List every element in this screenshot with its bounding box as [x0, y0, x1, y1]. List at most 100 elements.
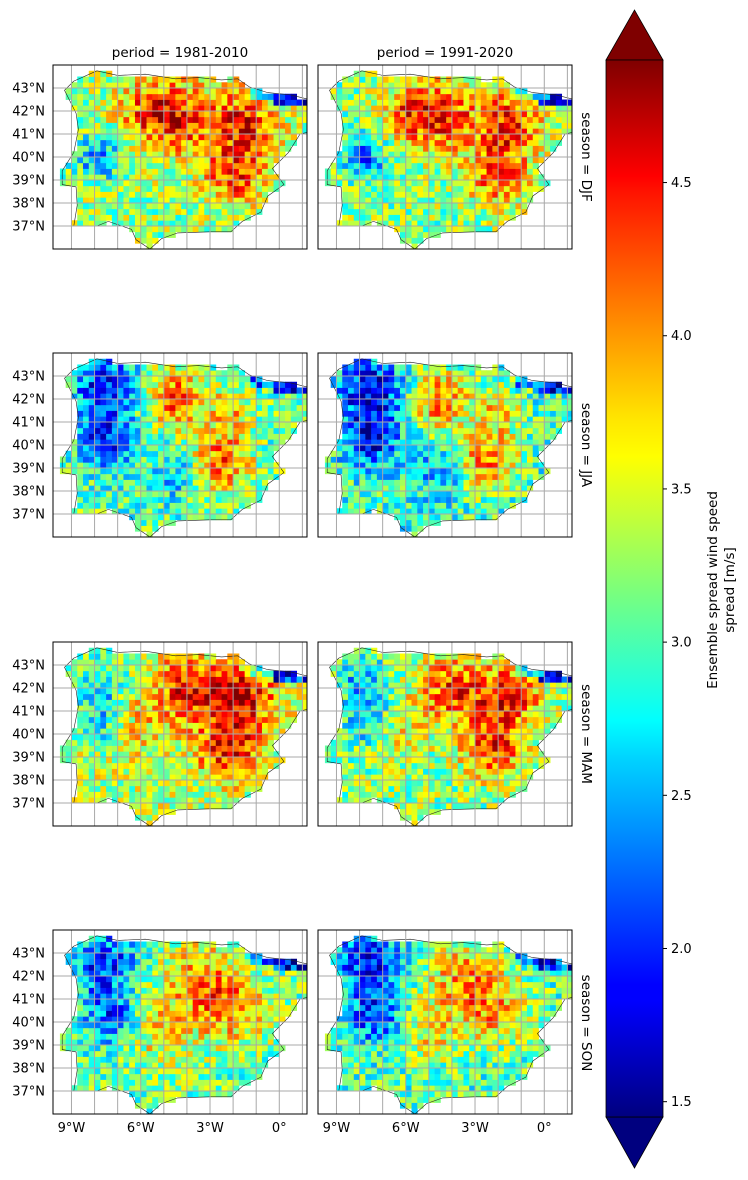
heatmap-cell	[88, 358, 95, 365]
heatmap-cell	[509, 393, 516, 400]
heatmap-cell	[261, 711, 269, 718]
heatmap-cell	[434, 220, 441, 227]
heatmap-cell	[204, 514, 211, 521]
heatmap-cell	[158, 688, 165, 695]
heatmap-cell	[376, 116, 384, 123]
heatmap-cell	[204, 502, 211, 509]
heatmap-cell	[417, 376, 424, 383]
heatmap-cell	[186, 745, 194, 752]
heatmap-cell	[388, 214, 395, 221]
heatmap-cell	[428, 168, 436, 175]
heatmap-cell	[100, 433, 107, 440]
heatmap-cell	[71, 82, 78, 89]
heatmap-cell	[475, 116, 482, 123]
heatmap-cell	[111, 416, 119, 423]
heatmap-cell	[320, 688, 326, 694]
heatmap-cell	[532, 439, 539, 446]
heatmap-cell	[238, 739, 246, 746]
heatmap-cell	[181, 433, 188, 440]
heatmap-cell	[348, 208, 355, 215]
heatmap-cell	[365, 358, 372, 365]
heatmap-cell	[492, 473, 499, 480]
heatmap-cell	[417, 162, 424, 169]
heatmap-cell	[198, 82, 205, 89]
heatmap-cell	[480, 502, 487, 509]
heatmap-cell	[134, 450, 142, 457]
heatmap-cell	[475, 168, 482, 175]
heatmap-cell	[175, 762, 182, 769]
heatmap-cell	[440, 214, 447, 221]
heatmap-cell	[158, 416, 165, 423]
heatmap-cell	[152, 162, 159, 169]
heatmap-cell	[215, 422, 222, 429]
heatmap-cell	[88, 427, 95, 434]
heatmap-cell	[405, 128, 412, 135]
heatmap-cell	[140, 485, 147, 492]
heatmap-cell	[509, 105, 516, 112]
heatmap-cell	[261, 439, 269, 446]
heatmap-cell	[538, 134, 545, 141]
heatmap-cell	[181, 88, 188, 95]
heatmap-cell	[111, 162, 119, 169]
heatmap-cell	[256, 711, 263, 718]
heatmap-cell	[498, 116, 505, 123]
heatmap-cell	[106, 716, 113, 723]
heatmap-cell	[417, 116, 424, 123]
heatmap-cell	[140, 688, 147, 695]
heatmap-cell	[169, 162, 176, 169]
heatmap-cell	[94, 134, 101, 141]
heatmap-cell	[434, 116, 441, 123]
heatmap-cell	[428, 519, 436, 526]
heatmap-cell	[475, 381, 482, 388]
heatmap-cell	[152, 774, 159, 781]
heatmap-cell	[394, 364, 401, 371]
heatmap-cell	[342, 99, 349, 106]
heatmap-cell	[117, 473, 124, 480]
heatmap-cell	[71, 676, 78, 683]
heatmap-cell	[353, 450, 360, 457]
heatmap-cell	[532, 410, 539, 417]
heatmap-cell	[175, 404, 182, 411]
heatmap-cell	[509, 145, 516, 152]
heatmap-cell	[129, 226, 136, 233]
heatmap-cell	[204, 716, 211, 723]
heatmap-cell	[596, 388, 602, 394]
heatmap-cell	[77, 676, 84, 683]
heatmap-cell	[111, 422, 119, 429]
heatmap-cell	[227, 682, 234, 689]
heatmap-cell	[100, 785, 107, 792]
heatmap-cell	[463, 180, 470, 187]
heatmap-cell	[123, 214, 130, 221]
heatmap-cell	[411, 393, 418, 400]
heatmap-cell	[233, 774, 240, 781]
heatmap-cell	[210, 502, 217, 509]
heatmap-cell	[227, 496, 234, 503]
heatmap-cell	[140, 410, 147, 417]
heatmap-cell	[94, 682, 101, 689]
heatmap-cell	[100, 105, 107, 112]
heatmap-cell	[353, 468, 360, 475]
heatmap-cell	[428, 370, 436, 377]
heatmap-cell	[244, 404, 251, 411]
heatmap-cell	[353, 180, 360, 187]
heatmap-cell	[215, 191, 222, 198]
heatmap-cell	[256, 404, 263, 411]
heatmap-cell	[526, 393, 534, 400]
heatmap-cell	[503, 445, 511, 452]
heatmap-cell	[106, 682, 113, 689]
heatmap-cell	[181, 797, 188, 804]
heatmap-cell	[273, 128, 280, 135]
heatmap-cell	[244, 739, 251, 746]
heatmap-cell	[550, 111, 557, 118]
heatmap-cell	[417, 445, 424, 452]
heatmap-cell	[221, 88, 228, 95]
heatmap-cell	[192, 722, 199, 729]
heatmap-cell	[227, 514, 234, 521]
heatmap-cell	[233, 485, 240, 492]
heatmap-cell	[267, 433, 274, 440]
heatmap-cell	[215, 157, 222, 164]
heatmap-cell	[106, 762, 113, 769]
heatmap-cell	[163, 93, 171, 100]
heatmap-cell	[77, 214, 84, 221]
heatmap-cell	[106, 416, 113, 423]
